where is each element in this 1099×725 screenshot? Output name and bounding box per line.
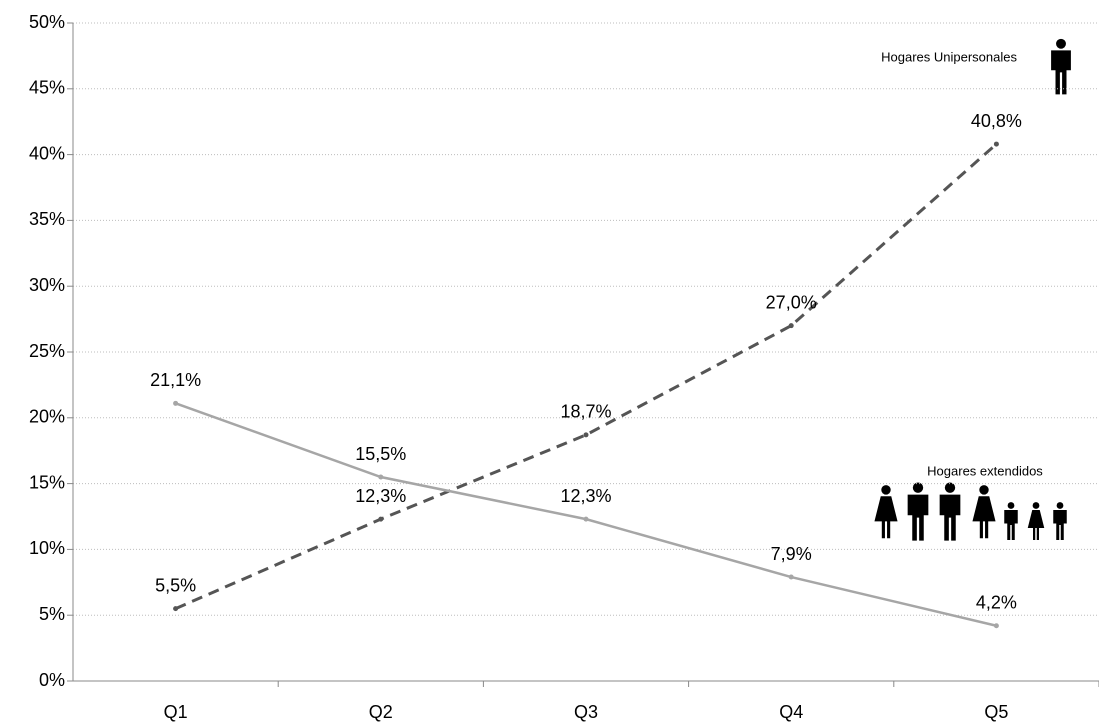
point bbox=[583, 516, 589, 522]
y-tick-label: 45% bbox=[29, 78, 65, 98]
data-label: 21,1% bbox=[150, 370, 201, 390]
y-tick-label: 30% bbox=[29, 275, 65, 295]
point bbox=[378, 474, 384, 480]
data-label: 12,3% bbox=[355, 486, 406, 506]
x-tick-label: Q2 bbox=[369, 702, 393, 722]
point bbox=[993, 141, 999, 147]
point bbox=[583, 432, 589, 438]
data-label: 15,5% bbox=[355, 444, 406, 464]
y-tick-label: 0% bbox=[39, 670, 65, 690]
data-label: 18,7% bbox=[560, 402, 611, 422]
legend-label: Hogares extendidos bbox=[927, 463, 1043, 478]
y-tick-label: 15% bbox=[29, 472, 65, 492]
data-label: 7,9% bbox=[771, 544, 812, 564]
x-tick-label: Q1 bbox=[164, 702, 188, 722]
point bbox=[788, 323, 794, 329]
y-tick-label: 35% bbox=[29, 209, 65, 229]
y-tick-label: 50% bbox=[29, 12, 65, 32]
x-tick-label: Q3 bbox=[574, 702, 598, 722]
y-tick-label: 10% bbox=[29, 538, 65, 558]
x-tick-label: Q5 bbox=[984, 702, 1008, 722]
y-tick-label: 40% bbox=[29, 143, 65, 163]
data-label: 5,5% bbox=[155, 575, 196, 595]
data-label: 27,0% bbox=[766, 292, 817, 312]
line bbox=[175, 142, 998, 610]
data-label: 40,8% bbox=[971, 111, 1022, 131]
point bbox=[378, 516, 384, 522]
y-tick-label: 25% bbox=[29, 341, 65, 361]
data-label: 4,2% bbox=[976, 592, 1017, 612]
y-tick-label: 5% bbox=[39, 604, 65, 624]
x-tick-label: Q4 bbox=[779, 702, 803, 722]
y-tick-label: 20% bbox=[29, 407, 65, 427]
data-label: 12,3% bbox=[560, 486, 611, 506]
point bbox=[788, 574, 794, 580]
point bbox=[173, 400, 179, 406]
legend-label: Hogares Unipersonales bbox=[881, 49, 1017, 64]
point bbox=[173, 606, 179, 612]
point bbox=[993, 623, 999, 629]
